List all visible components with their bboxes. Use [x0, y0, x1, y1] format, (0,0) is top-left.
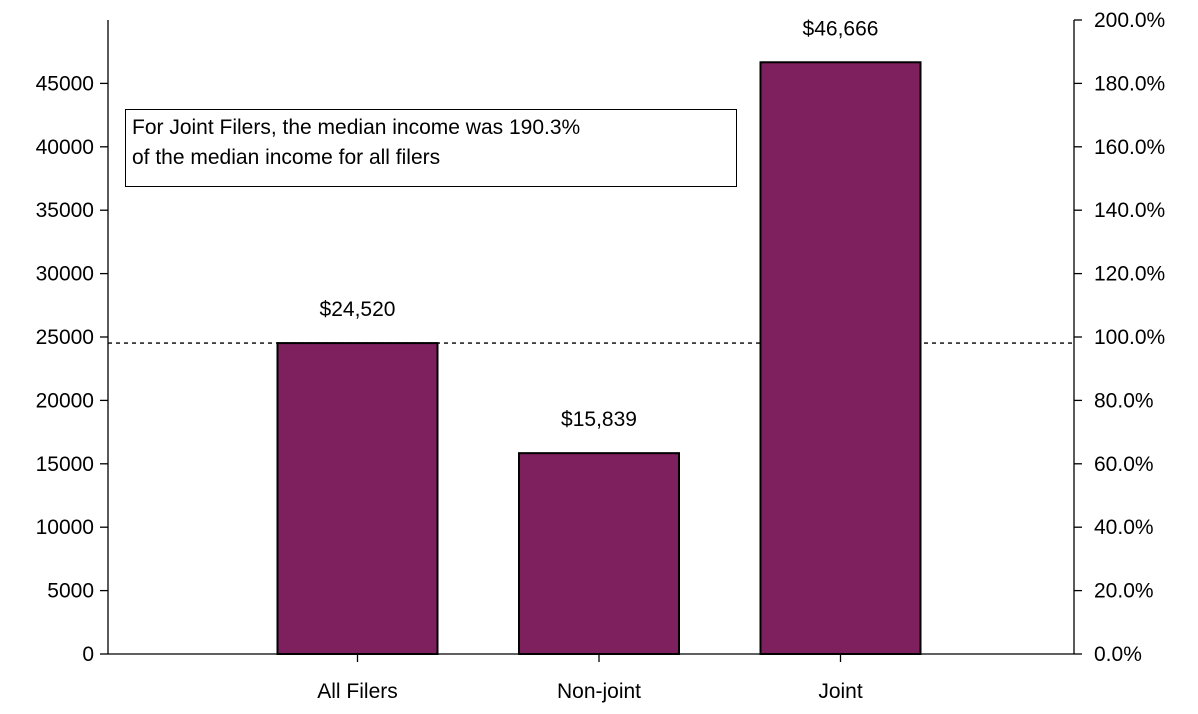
bar-non-joint [518, 452, 680, 655]
data-label: $24,520 [320, 298, 396, 321]
annotation-line-2: of the median income for all filers [132, 146, 441, 169]
y2-tick-label: 120.0% [1094, 263, 1165, 286]
y-tick-label: 10000 [36, 516, 94, 539]
y-tick-label: 25000 [36, 326, 94, 349]
x-tick-label: All Filers [317, 680, 398, 703]
y2-tick-label: 100.0% [1094, 326, 1165, 349]
y2-tick-label: 80.0% [1094, 389, 1154, 412]
y-tick-label: 5000 [47, 580, 94, 603]
y2-tick-label: 0.0% [1094, 643, 1142, 666]
y-tick-label: 35000 [36, 199, 94, 222]
y-tick-label: 0 [82, 643, 94, 666]
axes-layer [100, 19, 1082, 662]
x-tick-label: Non-joint [557, 680, 641, 703]
data-label: $46,666 [803, 17, 879, 40]
annotation-box: For Joint Filers, the median income was … [125, 109, 737, 187]
bars-layer [276, 61, 922, 655]
y2-tick-label: 200.0% [1094, 9, 1165, 32]
y-tick-label: 40000 [36, 136, 94, 159]
data-label: $15,839 [561, 408, 637, 431]
y-tick-label: 15000 [36, 453, 94, 476]
annotation-line-1: For Joint Filers, the median income was … [132, 116, 581, 139]
y2-tick-label: 180.0% [1094, 72, 1165, 95]
y2-tick-label: 160.0% [1094, 136, 1165, 159]
y2-tick-label: 20.0% [1094, 580, 1154, 603]
y2-tick-label: 40.0% [1094, 516, 1154, 539]
bar-joint [759, 61, 922, 655]
y2-tick-label: 60.0% [1094, 453, 1154, 476]
y-tick-label: 30000 [36, 263, 94, 286]
y-tick-label: 45000 [36, 72, 94, 95]
bar-all-filers [276, 342, 439, 655]
x-tick-label: Joint [818, 680, 863, 703]
y-tick-label: 20000 [36, 389, 94, 412]
labels-layer: $24,520 All Filers $15,839 Non-joint $46,666… [36, 9, 1166, 703]
y2-tick-label: 140.0% [1094, 199, 1165, 222]
